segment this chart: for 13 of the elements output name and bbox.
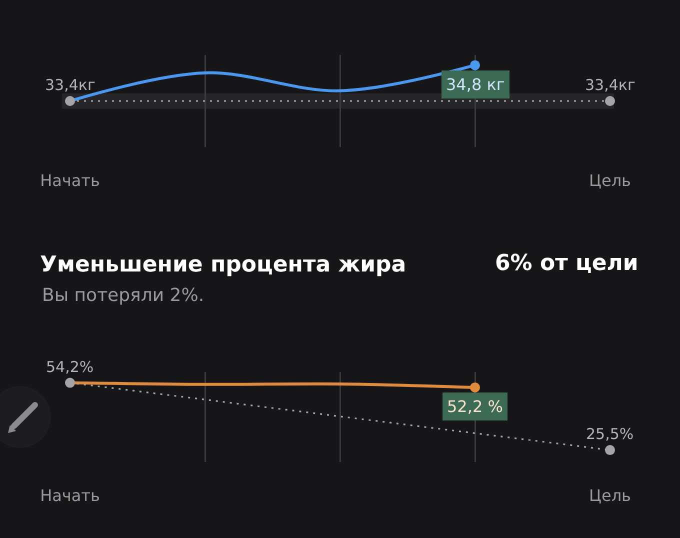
chart-subtitle: Вы потеряли 2%.	[42, 285, 204, 306]
chart-title: Уменьшение процента жира	[40, 252, 406, 278]
x-tick-label: Цель	[589, 171, 631, 190]
x-tick-label: Начать	[40, 171, 100, 190]
data-label: 54,2%	[46, 358, 94, 376]
data-label: 25,5%	[586, 425, 634, 443]
data-label: 33,4кг	[45, 76, 96, 94]
data-label: 34,8 кг	[446, 75, 505, 94]
data-label: 52,2 %	[447, 397, 503, 416]
x-tick-label: Начать	[40, 486, 100, 505]
data-label: 33,4кг	[585, 76, 636, 94]
x-tick-label: Цель	[589, 486, 631, 505]
text: 6% от цели	[495, 251, 638, 276]
